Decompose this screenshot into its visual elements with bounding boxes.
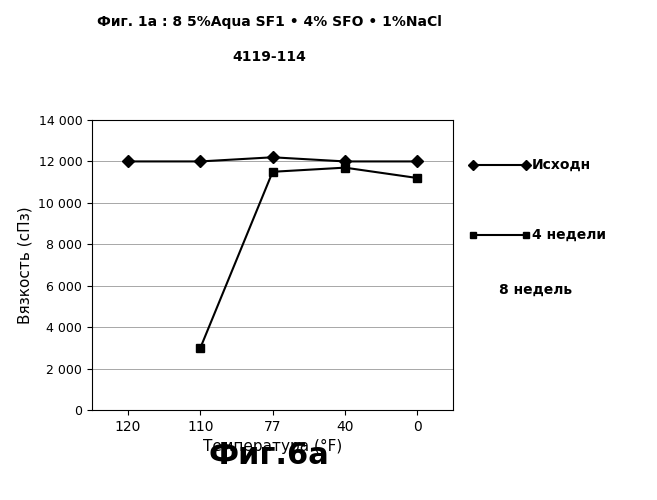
Text: Фиг.6а: Фиг.6а bbox=[209, 441, 330, 470]
X-axis label: Температура (°F): Температура (°F) bbox=[203, 440, 342, 454]
Y-axis label: Вязкость (сПз): Вязкость (сПз) bbox=[18, 206, 33, 324]
Text: 4 недели: 4 недели bbox=[532, 228, 606, 242]
Text: Фиг. 1а : 8 5%Aqua SF1 • 4% SFO • 1%NaCl: Фиг. 1а : 8 5%Aqua SF1 • 4% SFO • 1%NaCl bbox=[97, 15, 442, 29]
Text: Исходн: Исходн bbox=[532, 158, 591, 172]
Text: 8 недель: 8 недель bbox=[499, 283, 572, 297]
Text: 4119-114: 4119-114 bbox=[233, 50, 306, 64]
